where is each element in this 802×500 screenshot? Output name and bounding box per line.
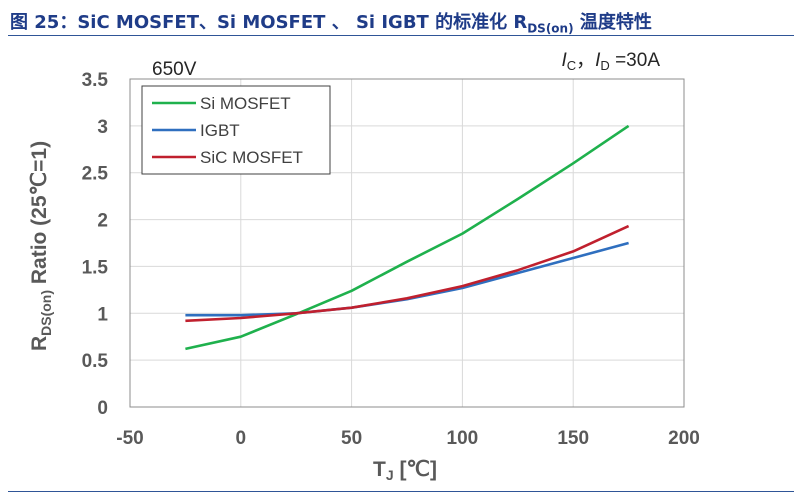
y-tick-label: 1	[97, 304, 108, 325]
id-subscript: D	[600, 58, 609, 73]
figure-title: 图 25：SiC MOSFET、Si MOSFET 、 Si IGBT 的标准化…	[10, 12, 652, 36]
current-annotation: IC，ID =30A	[561, 50, 660, 73]
y-tick-label: 2.5	[82, 164, 109, 185]
title-rule	[8, 35, 794, 36]
y-tick-label: 3.5	[82, 70, 109, 91]
y-axis-label-rest: Ratio (25℃=1)	[28, 141, 51, 290]
id-symbol: I	[595, 50, 601, 71]
current-value: =30A	[610, 50, 661, 71]
y-tick-label: 1.5	[82, 257, 109, 278]
ic-symbol: I	[561, 50, 567, 71]
x-tick-label: 150	[557, 428, 589, 449]
footer-rule	[8, 491, 794, 492]
y-tick-label: 3	[97, 117, 108, 138]
x-axis-label-unit: [℃]	[394, 458, 437, 481]
plot-frame	[129, 78, 685, 408]
y-axis-label: RDS(on) Ratio (25℃=1)	[28, 141, 54, 351]
y-tick-label: 0	[97, 398, 108, 419]
legend-label-sic-mosfet: SiC MOSFET	[200, 148, 303, 167]
x-axis-label-main: T	[373, 458, 386, 481]
legend-box	[141, 85, 331, 175]
x-axis-label-sub: J	[386, 467, 394, 483]
legend-label-igbt: IGBT	[200, 121, 240, 140]
y-axis-label-main: R	[28, 336, 51, 351]
series-lines	[185, 124, 630, 351]
x-tick-label: 200	[668, 428, 700, 449]
ic-subscript: C	[567, 58, 576, 73]
tick-labels: 0 0.5 1 1.5 2 2.5 3 3.5 -50 0 50 100 150 200	[82, 70, 700, 449]
x-tick-label: -50	[116, 428, 143, 449]
x-axis-label: TJ [℃]	[373, 458, 437, 483]
series-line-sic-mosfet	[185, 224, 630, 323]
series-line-si-mosfet	[185, 124, 630, 351]
x-tick-label: 100	[447, 428, 479, 449]
voltage-annotation: 650V	[152, 59, 197, 80]
x-tick-label: 50	[341, 428, 362, 449]
x-tick-label: 0	[236, 428, 247, 449]
y-axis-label-sub: DS(on)	[38, 290, 54, 336]
legend-label-si-mosfet: Si MOSFET	[200, 94, 291, 113]
y-tick-label: 0.5	[82, 351, 109, 372]
current-separator: ，	[576, 50, 595, 71]
legend: Si MOSFET IGBT SiC MOSFET	[141, 85, 331, 175]
y-tick-label: 2	[97, 211, 108, 232]
